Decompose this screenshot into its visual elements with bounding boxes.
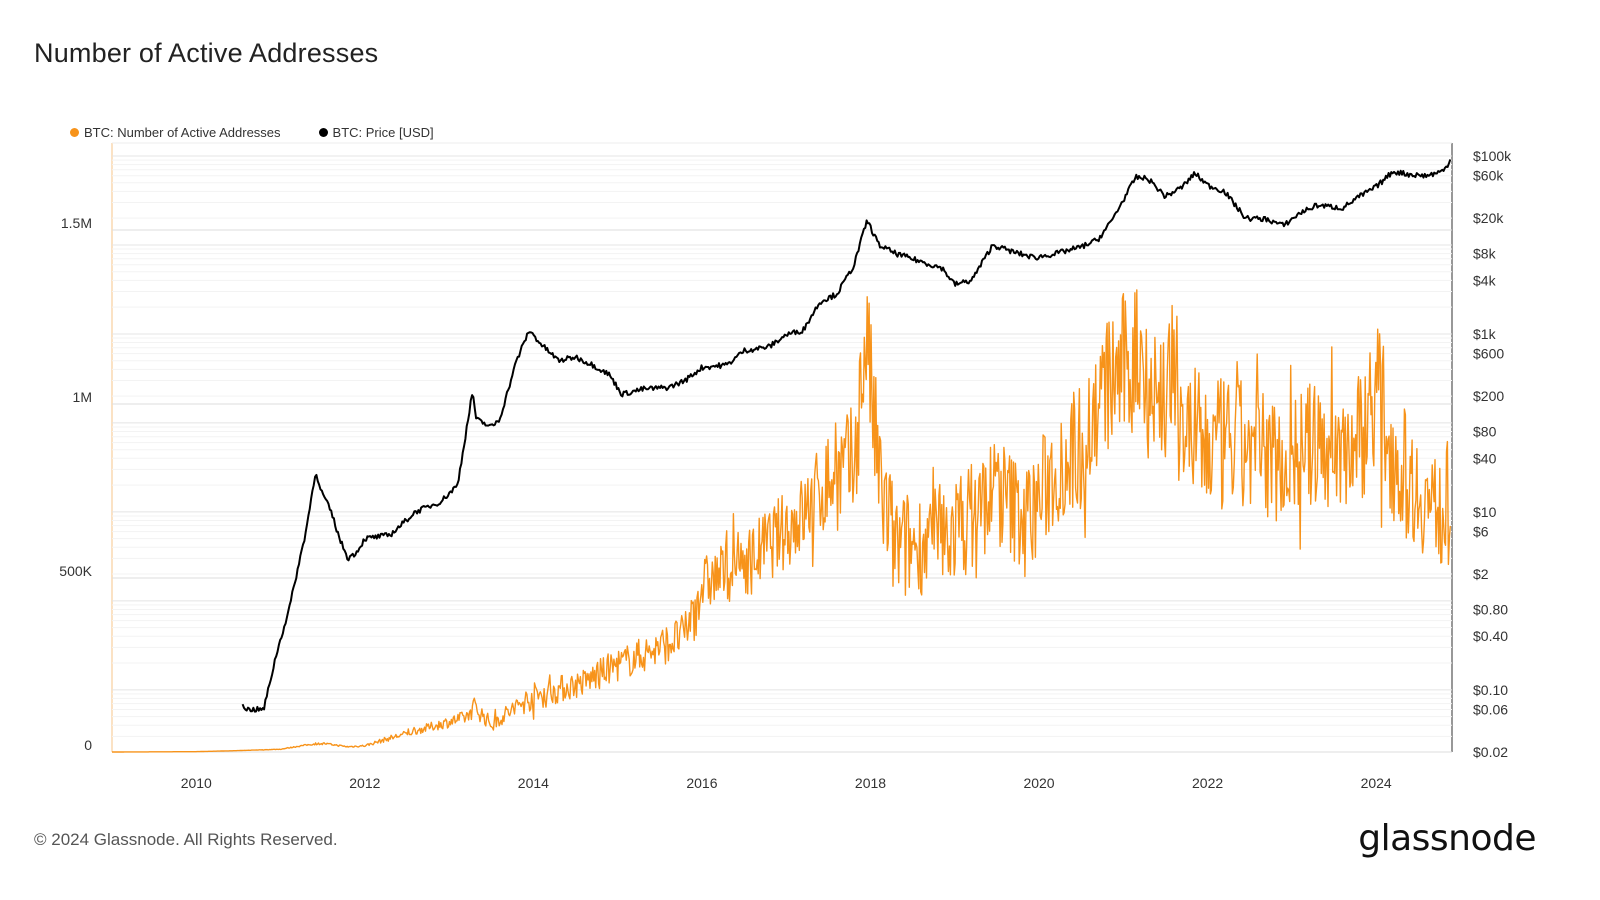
y-right-tick-label: $2 (1473, 566, 1489, 582)
y-right-tick-label: $0.06 (1473, 702, 1508, 718)
y-right-tick-label: $100k (1473, 148, 1512, 164)
y-axis-right: $100k $60k $20k $8k $4k $1k $600 $200 $80 $40 $10 $… (1473, 148, 1512, 760)
y-right-tick-label: $80 (1473, 424, 1497, 440)
x-tick-label: 2024 (1361, 775, 1392, 791)
x-axis: 2010 2012 2014 2016 2018 2020 2022 2024 (181, 775, 1392, 791)
y-right-tick-label: $20k (1473, 210, 1504, 226)
x-tick-label: 2018 (855, 775, 886, 791)
y-right-tick-label: $4k (1473, 272, 1497, 288)
legend: BTC: Number of Active Addresses BTC: Pri… (70, 125, 434, 140)
x-tick-label: 2014 (518, 775, 549, 791)
y-right-tick-label: $40 (1473, 450, 1497, 466)
copyright-footer: © 2024 Glassnode. All Rights Reserved. (34, 830, 338, 849)
y-left-tick-label: 1M (73, 389, 92, 405)
legend-label-price: BTC: Price [USD] (332, 125, 434, 140)
series-line-active-addresses (112, 289, 1451, 753)
legend-item-active-addresses[interactable]: BTC: Number of Active Addresses (70, 125, 281, 140)
y-left-tick-label: 1.5M (61, 215, 92, 231)
y-right-tick-label: $600 (1473, 346, 1504, 362)
y-right-tick-label: $1k (1473, 326, 1497, 342)
legend-dot-price (318, 128, 328, 137)
x-tick-label: 2016 (686, 775, 717, 791)
y-right-tick-label: $0.02 (1473, 744, 1508, 760)
y-left-tick-label: 0 (84, 737, 92, 753)
y-right-tick-label: $10 (1473, 504, 1497, 520)
y-axis-left: 0 500K 1M 1.5M (59, 215, 92, 753)
chart-title: Number of Active Addresses (34, 38, 379, 68)
x-tick-label: 2022 (1192, 775, 1223, 791)
x-tick-label: 2020 (1023, 775, 1054, 791)
x-tick-label: 2010 (181, 775, 212, 791)
y-right-tick-label: $0.10 (1473, 682, 1508, 698)
y-right-tick-label: $6 (1473, 524, 1489, 540)
x-tick-label: 2012 (349, 775, 380, 791)
y-right-tick-label: $60k (1473, 168, 1504, 184)
y-right-tick-label: $8k (1473, 246, 1497, 262)
series-line-price (241, 159, 1452, 713)
legend-dot-active-addresses (70, 128, 79, 137)
y-left-tick-label: 500K (59, 563, 92, 579)
y-right-tick-label: $0.80 (1473, 601, 1508, 617)
y-right-tick-label: $200 (1473, 388, 1504, 404)
glassnode-logo: glassnode (1358, 818, 1536, 859)
y-right-tick-label: $0.40 (1473, 628, 1508, 644)
series-group (112, 159, 1452, 753)
legend-item-price[interactable]: BTC: Price [USD] (318, 125, 434, 140)
legend-label-active-addresses: BTC: Number of Active Addresses (84, 125, 281, 140)
